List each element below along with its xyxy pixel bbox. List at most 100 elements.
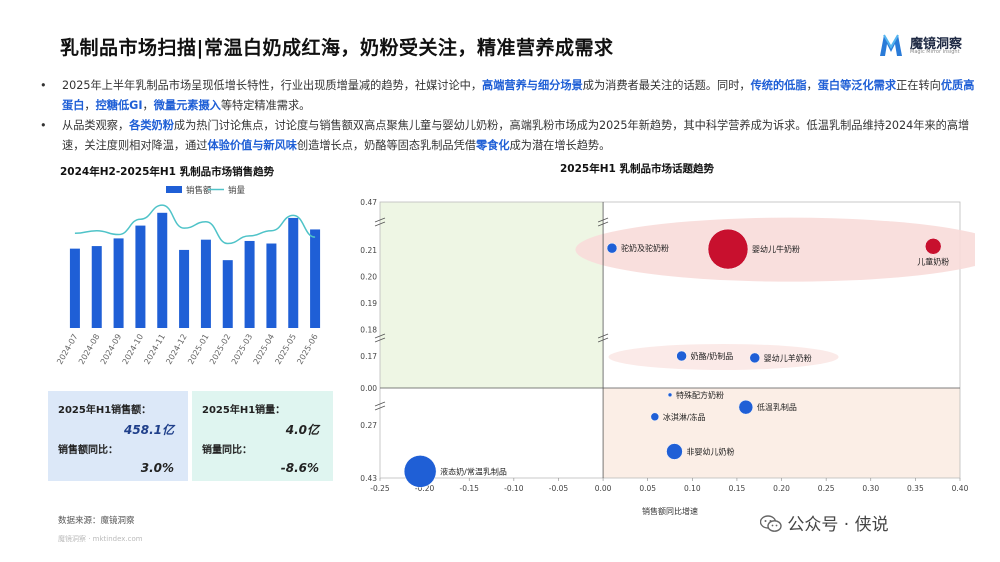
axis-break-mark	[374, 217, 386, 227]
bubble-point	[606, 242, 618, 254]
x-tick-label: 2025-06	[295, 333, 320, 366]
sales-bar	[69, 248, 80, 328]
x-tick-label: 0.35	[907, 484, 924, 493]
x-tick-label: 2024-12	[164, 333, 189, 366]
bullet-dot: •	[40, 79, 47, 92]
y-tick-label: 0.00	[360, 384, 377, 393]
x-tick-label: 2024-10	[121, 333, 146, 366]
bullet-text: 等特定精准需求。	[220, 99, 311, 112]
bubble-point	[403, 455, 437, 488]
bubble-label: 驼奶及驼奶粉	[621, 243, 669, 253]
sales-bar	[244, 240, 255, 328]
brand-logo: 魔镜洞察 Magic Mirror Insight	[878, 30, 978, 60]
wechat-account: 公众号 · 侠说	[759, 510, 889, 535]
sales-label: 2025年H1销售额：	[58, 405, 152, 416]
x-tick-label: 2024-07	[55, 333, 80, 366]
x-tick-label: -0.15	[460, 484, 480, 493]
x-tick-label: 0.05	[639, 484, 656, 493]
legend-bar-swatch	[166, 186, 182, 193]
topic-trend-title: 2025年H1 乳制品市场话题趋势	[560, 163, 714, 175]
data-source: 数据来源：魔镜洞察	[58, 516, 135, 526]
sales-yoy-value: 3.0%	[140, 461, 174, 475]
x-tick-label: 0.25	[818, 484, 835, 493]
sales-trend-title: 2024年H2-2025年H1 乳制品市场销售趋势	[60, 166, 275, 178]
bullet-text: 成为热门讨论焦点，讨论度与销售额双高点聚焦儿童与婴幼儿奶粉，高端乳粉市场成为20…	[62, 119, 970, 152]
x-tick-label: 2025-02	[208, 333, 233, 366]
page-title: 乳制品市场扫描|常温白奶成红海，奶粉受关注，精准营养成需求	[60, 37, 614, 59]
x-tick-label: 2024-11	[142, 333, 167, 366]
x-tick-label: 0.00	[595, 484, 612, 493]
wechat-icon	[759, 515, 782, 532]
volume-label: 2025年H1销量：	[202, 405, 286, 416]
highlight-text: 高端营养与细分场景	[482, 79, 583, 92]
bubble-point	[666, 443, 683, 460]
bullet-item: • 从品类观察，各类奶粉成为热门讨论焦点，讨论度与销售额双高点聚焦儿童与婴幼儿奶粉…	[40, 116, 975, 156]
bullet-item: • 2025年上半年乳制品市场呈现低增长特性，行业出现质增量减的趋势，社媒讨论中，…	[40, 76, 975, 116]
axis-break-mark	[597, 333, 609, 343]
volume-stat-box: 2025年H1销量： 4.0亿 销量同比： -8.6%	[192, 391, 333, 481]
quadrant-bottom-right	[603, 388, 960, 478]
axis-break-mark	[597, 217, 609, 227]
bullet-text: ，	[142, 99, 154, 112]
sales-value: 458.1亿	[124, 423, 174, 437]
highlight-text: 微量元素摄入	[153, 99, 221, 112]
bubble-label: 低温乳制品	[757, 402, 797, 412]
highlight-text: 传统的低脂	[750, 79, 807, 92]
sales-bar	[266, 243, 277, 328]
highlight-text: 蛋白等泛化需求	[817, 79, 897, 92]
highlight-text: 体验价值与新风味	[207, 139, 297, 152]
x-tick-label: 0.10	[684, 484, 701, 493]
stats-panel: 2025年H1销售额： 458.1亿 销售额同比： 3.0% 2025年H1销量…	[48, 391, 333, 481]
bullet-text: 从品类观察，	[62, 119, 130, 132]
y-tick-label: 0.18	[360, 326, 377, 335]
logo-subtitle: Magic Mirror Insight	[910, 49, 960, 55]
y-tick-label: 0.17	[360, 352, 377, 361]
watermark: 魔镜洞察 · mktindex.com	[58, 535, 143, 543]
bubble-point	[667, 392, 673, 398]
x-tick-label: -0.10	[504, 484, 524, 493]
bubble-point	[707, 228, 749, 270]
bubble-label: 非婴幼儿奶粉	[686, 447, 734, 457]
bubble-point	[738, 399, 754, 415]
bullet-text: 成为潜在增长趋势。	[509, 139, 611, 152]
bullet-text: 2025年上半年乳制品市场呈现低增长特性，行业出现质增量减的趋势，社媒讨论中，	[62, 79, 483, 92]
y-tick-label: 0.20	[360, 273, 377, 282]
sales-bar	[222, 260, 233, 328]
sales-trend-chart: 销售额 销量 2024-072024-082024-092024-102024-11…	[55, 185, 321, 366]
y-tick-label: 0.47	[360, 198, 377, 207]
y-tick-label: -0.43	[360, 474, 377, 483]
highlight-ellipse	[575, 217, 975, 282]
bubble-label: 婴幼儿羊奶粉	[764, 353, 812, 363]
sales-yoy-label: 销售额同比：	[58, 445, 118, 456]
x-tick-label: 2024-09	[99, 333, 124, 366]
x-tick-label: 0.30	[862, 484, 879, 493]
highlight-text: 控糖低GI	[95, 99, 143, 112]
volume-yoy-label: 销量同比：	[202, 445, 252, 456]
bullet-text: ，	[84, 99, 96, 112]
x-tick-label: 2025-01	[186, 333, 211, 366]
y-tick-label: 0.21	[360, 246, 377, 255]
highlight-text: 优质高蛋白	[62, 79, 975, 112]
volume-value: 4.0亿	[285, 423, 319, 437]
bubble-point	[924, 238, 942, 255]
sales-bar	[91, 246, 102, 328]
bullet-text: 正在转向	[896, 79, 941, 92]
highlight-ellipse	[608, 343, 839, 370]
summary-bullets: • 2025年上半年乳制品市场呈现低增长特性，行业出现质增量减的趋势，社媒讨论中，…	[40, 76, 975, 156]
sales-bar	[113, 238, 124, 328]
bubble-label: 冰淇淋/冻品	[663, 412, 706, 422]
sales-bar	[179, 249, 190, 328]
legend-line-label: 销量	[228, 185, 246, 196]
axis-break-mark	[374, 401, 386, 411]
volume-line	[74, 204, 316, 245]
x-tick-label: -0.20	[415, 484, 435, 493]
topic-bubble-chart: -0.25 -0.20 -0.15 -0.10 -0.05 0.00 0.05 0.10 0.1…	[360, 198, 975, 516]
wechat-label: 公众号 · 侠说	[787, 515, 889, 535]
x-tick-label: -0.05	[549, 484, 569, 493]
logo-icon	[880, 34, 902, 56]
highlight-text: 各类奶粉	[129, 119, 174, 132]
sales-stat-box: 2025年H1销售额： 458.1亿 销售额同比： 3.0%	[48, 391, 188, 481]
bubble-label: 特殊配方奶粉	[676, 390, 724, 400]
bubble-label: 婴幼儿牛奶粉	[752, 244, 800, 254]
x-tick-label: -0.25	[370, 484, 390, 493]
